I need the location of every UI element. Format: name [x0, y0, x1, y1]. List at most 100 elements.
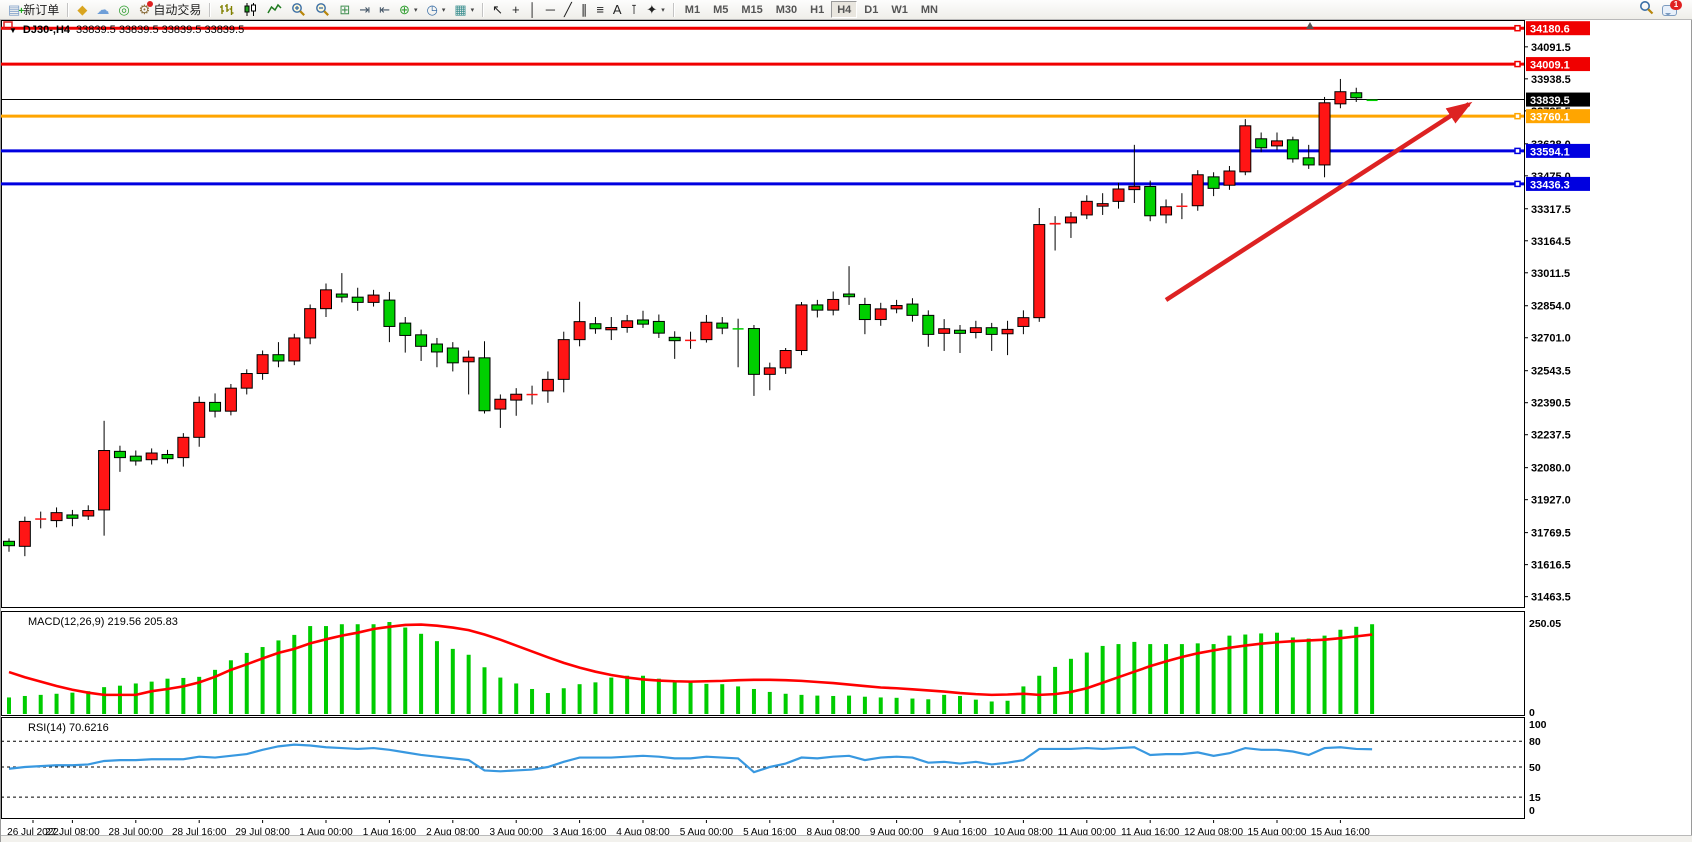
auto-trading-button[interactable]: ⚙ 自动交易 [135, 1, 206, 19]
chart-shift-button[interactable]: ⇤ [375, 1, 394, 19]
periods-icon: ◷ [426, 2, 438, 17]
candle [890, 299, 903, 314]
candle [874, 302, 887, 326]
macd-bar [1021, 686, 1026, 714]
candle [827, 291, 840, 316]
timeframe-mn-button[interactable]: MN [915, 1, 944, 18]
collapse-quote-icon[interactable]: ▼ [9, 25, 17, 35]
chart-shift-marker[interactable] [1306, 22, 1314, 29]
crosshair-button[interactable]: + [508, 1, 524, 19]
candle [256, 350, 269, 380]
zoom-in-icon [292, 3, 306, 16]
cursor-icon: ↖ [492, 2, 504, 17]
trendline-icon: ╱ [563, 2, 572, 17]
timeframe-w1-button[interactable]: W1 [885, 1, 914, 18]
macd-bar [720, 684, 725, 714]
candle [906, 298, 919, 322]
macd-bar [609, 677, 614, 714]
timeframe-h4-button[interactable]: H4 [831, 1, 858, 18]
one-click-marker[interactable] [3, 21, 13, 30]
metaeditor-button[interactable]: ◆ [73, 1, 91, 19]
indicators-button[interactable]: ⊕ ▾ [395, 1, 421, 19]
timeframe-h1-button[interactable]: H1 [804, 1, 830, 18]
price-badge [1526, 143, 1590, 158]
time-axis-label: 29 Jul 08:00 [235, 827, 290, 838]
candle [3, 538, 15, 552]
macd-bar [387, 622, 392, 714]
macd-bar [1211, 644, 1216, 714]
candle [177, 433, 190, 467]
chart-window: 34091.533938.533785.533628.033475.033317… [0, 20, 1692, 842]
bar-chart-button[interactable] [215, 1, 238, 19]
price-badge-label: 34180.6 [1530, 24, 1570, 36]
macd-label: MACD(12,26,9) 219.56 205.83 [28, 616, 178, 628]
trendline-button[interactable]: ╱ [560, 1, 576, 19]
macd-bar [450, 648, 455, 714]
timeframe-m5-button[interactable]: M5 [707, 1, 734, 18]
macd-bar [371, 624, 376, 714]
candle [811, 299, 824, 318]
cursor-button[interactable]: ↖ [488, 1, 507, 19]
search-icon[interactable] [1639, 0, 1654, 20]
macd-bar [403, 627, 408, 714]
candle [1049, 216, 1061, 251]
zoom-out-button[interactable] [311, 1, 334, 19]
candlestick-chart-button[interactable] [239, 1, 262, 19]
trend-arrow-annotation[interactable] [1164, 101, 1473, 302]
macd-bar [54, 693, 59, 714]
timeframe-m15-button[interactable]: M15 [735, 1, 768, 18]
price-tick: 32080.0 [1531, 463, 1571, 475]
time-axis-label: 2 Aug 08:00 [426, 827, 480, 838]
macd-bar [1259, 633, 1264, 714]
rsi-scale-label: 80 [1529, 736, 1541, 748]
macd-bar [339, 624, 344, 714]
candle [652, 314, 665, 338]
templates-button[interactable]: ▦ ▾ [450, 1, 478, 19]
time-axis-label: 26 Jul 2022 [7, 827, 59, 838]
macd-bar [1227, 635, 1232, 714]
timeframe-m30-button[interactable]: M30 [770, 1, 803, 18]
text-label-button[interactable]: ⊺ [627, 1, 642, 19]
text-button[interactable]: A [609, 1, 626, 19]
macd-bar [641, 675, 645, 714]
timeframe-d1-button[interactable]: D1 [858, 1, 884, 18]
line-chart-button[interactable] [263, 1, 286, 19]
macd-bar [434, 641, 439, 714]
time-axis-label: 12 Aug 08:00 [1184, 827, 1243, 838]
vertical-line-button[interactable]: │ [525, 1, 541, 19]
price-badge-label: 33839.5 [1530, 95, 1570, 107]
candle [557, 331, 570, 393]
candlestick-chart-icon [244, 3, 257, 16]
notification-count-badge: 1 [1670, 0, 1682, 10]
top-toolbar: ▤ + 新订单 ◆ ☁ ◎ ⚙ 自动交易 ⊞ ⇥ ⇤ ⊕ ▾ ◷ ▾ ▦ ▾ ↖ + │ ─ ╱ ∥ ≡ A ⊺ ✦ ▾ … [0, 0, 1692, 20]
new-order-button[interactable]: ▤ + 新订单 [4, 1, 63, 19]
candle [129, 450, 142, 466]
price-tick: 31769.5 [1531, 528, 1571, 540]
candle [1080, 195, 1093, 220]
fibonacci-button[interactable]: ≡ [592, 1, 608, 19]
price-chart[interactable]: 34091.533938.533785.533628.033475.033317… [1, 20, 1692, 842]
arrows-button[interactable]: ✦ ▾ [642, 1, 668, 19]
horizontal-line-button[interactable]: ─ [542, 1, 559, 19]
macd-bar [910, 698, 915, 714]
time-axis-label: 1 Aug 00:00 [299, 827, 353, 838]
periods-button[interactable]: ◷ ▾ [422, 1, 449, 19]
notifications-chat-icon[interactable]: 1 [1662, 0, 1682, 17]
candle [35, 511, 47, 529]
macd-bar [530, 688, 535, 714]
community-cloud-button[interactable]: ☁ [92, 1, 113, 19]
timeframe-m1-button[interactable]: M1 [679, 1, 706, 18]
macd-bar [260, 647, 265, 714]
equidistant-channel-button[interactable]: ∥ [577, 1, 592, 19]
macd-bar [213, 669, 218, 714]
signals-button[interactable]: ◎ [114, 1, 133, 19]
tile-windows-button[interactable]: ⊞ [335, 1, 354, 19]
auto-scroll-button[interactable]: ⇥ [355, 1, 374, 19]
zoom-in-button[interactable] [287, 1, 310, 19]
macd-bar [1132, 641, 1137, 714]
time-axis-label: 3 Aug 16:00 [553, 827, 607, 838]
candle [1255, 132, 1268, 153]
candle [526, 385, 538, 405]
macd-bar [1179, 644, 1184, 714]
